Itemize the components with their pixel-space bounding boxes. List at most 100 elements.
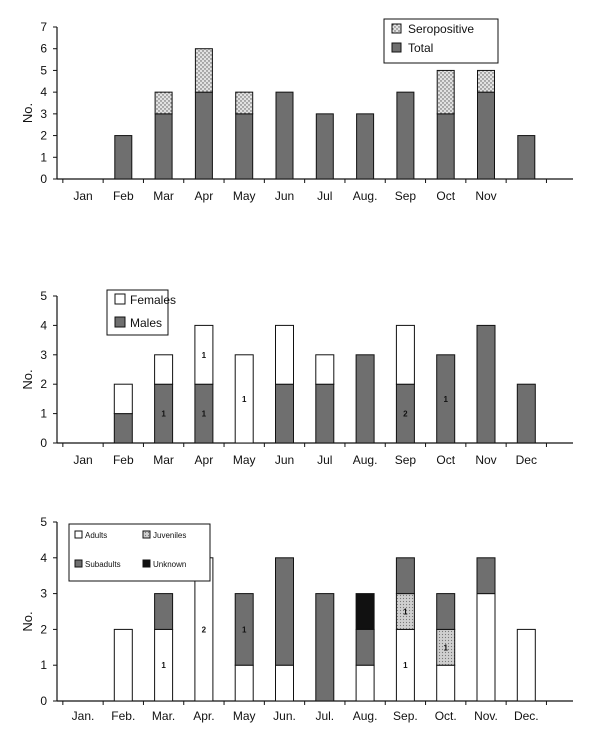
bar-subadults-jun bbox=[275, 557, 294, 666]
bar-subadults-oct bbox=[436, 593, 456, 630]
bar-total-col11 bbox=[517, 135, 536, 180]
y-tick-label: 4 bbox=[40, 85, 47, 99]
bar-females-feb bbox=[113, 383, 133, 415]
x-tick-label-feb: Feb bbox=[113, 453, 134, 467]
y-tick-label: 5 bbox=[40, 289, 47, 303]
legend-label-adults: Adults bbox=[85, 531, 107, 540]
x-tick-label-oct: Oct. bbox=[435, 709, 457, 723]
bar-subadults-mar bbox=[154, 593, 174, 630]
y-tick-label: 0 bbox=[40, 436, 47, 450]
x-tick-label-jul: Jul bbox=[317, 453, 332, 467]
legend-swatch-adults bbox=[74, 530, 83, 539]
x-tick-label-nov: Nov. bbox=[474, 709, 498, 723]
bar-total-mar bbox=[154, 113, 173, 180]
x-tick-label-feb: Feb. bbox=[111, 709, 135, 723]
x-tick-label-may: May bbox=[233, 453, 256, 467]
chart-panel-age-class: 0 1 2 3 4 5 No. Jan. Feb. Mar. Apr. May Jun. Jul. Aug.… bbox=[20, 515, 573, 723]
bar-seropositive-apr bbox=[194, 48, 213, 93]
x-tick-label-feb: Feb bbox=[113, 189, 134, 203]
bar-seropositive-may bbox=[235, 91, 254, 115]
bar-total-oct bbox=[436, 113, 455, 180]
bar-females-jun bbox=[275, 324, 294, 385]
bar-adults-jun bbox=[275, 664, 294, 702]
y-tick-label: 1 bbox=[40, 407, 47, 421]
x-tick-label-jun: Jun bbox=[275, 189, 294, 203]
chart-panel-seropositive: 0 1 2 3 4 5 6 7 No. Jan Feb Mar Apr May Jun Jul Aug. Sep O… bbox=[20, 18, 573, 203]
x-tick-label-sep: Sep bbox=[395, 189, 417, 203]
x-tick-label-sep: Sep. bbox=[393, 709, 418, 723]
legend-swatch-subadults bbox=[74, 559, 83, 568]
y-tick-label: 7 bbox=[40, 20, 47, 34]
bar-data-label: 1 bbox=[443, 643, 448, 652]
bar-females-apr bbox=[194, 324, 214, 385]
bar-females-mar bbox=[154, 354, 174, 385]
bar-males-jul bbox=[315, 383, 335, 444]
y-tick-label: 2 bbox=[40, 622, 47, 636]
bar-data-label: 1 bbox=[161, 661, 166, 670]
legend-box bbox=[68, 523, 211, 582]
bar-males-aug bbox=[355, 354, 375, 444]
x-tick-label-mar: Mar bbox=[153, 189, 174, 203]
bar-males-feb bbox=[113, 413, 133, 444]
bar-data-label: 2 bbox=[403, 410, 408, 419]
bar-unknown-aug bbox=[355, 593, 375, 630]
legend-swatch-males bbox=[114, 316, 126, 328]
x-tick-label-jun: Jun. bbox=[273, 709, 296, 723]
bar-data-label: 1 bbox=[403, 661, 408, 670]
bar-total-may bbox=[235, 113, 254, 180]
legend-label-unknown: Unknown bbox=[153, 560, 186, 569]
x-tick-label-jul: Jul bbox=[317, 189, 332, 203]
y-tick-label: 0 bbox=[40, 694, 47, 708]
bar-data-label: 1 bbox=[443, 395, 448, 404]
x-tick-label-apr: Apr bbox=[195, 189, 214, 203]
bar-males-jun bbox=[275, 383, 294, 444]
bar-subadults-nov bbox=[476, 557, 496, 595]
bar-seropositive-nov bbox=[477, 69, 495, 93]
x-tick-label-dec: Dec bbox=[516, 453, 537, 467]
y-axis-label: No. bbox=[20, 611, 35, 631]
x-tick-label-jan: Jan. bbox=[72, 709, 95, 723]
y-tick-label: 6 bbox=[40, 42, 47, 56]
x-tick-label-dec: Dec. bbox=[514, 709, 539, 723]
x-tick-label-oct: Oct bbox=[436, 453, 455, 467]
legend: Adults Juveniles Subadults Unknown bbox=[68, 523, 211, 582]
x-tick-label-apr: Apr. bbox=[193, 709, 214, 723]
bar-total-jul bbox=[315, 113, 334, 180]
y-tick-label: 2 bbox=[40, 129, 47, 143]
bar-adults-aug bbox=[355, 664, 375, 702]
x-tick-label-mar: Mar bbox=[153, 453, 174, 467]
legend-label-seropositive: Seropositive bbox=[408, 22, 474, 36]
bar-seropositive-mar bbox=[154, 91, 173, 115]
x-tick-label-jun: Jun bbox=[275, 453, 294, 467]
y-tick-label: 5 bbox=[40, 63, 47, 77]
legend-label-total: Total bbox=[408, 41, 433, 55]
bar-data-label: 1 bbox=[403, 608, 408, 617]
y-tick-label: 1 bbox=[40, 150, 47, 164]
legend-swatch-total bbox=[391, 42, 402, 53]
y-tick-label: 4 bbox=[40, 551, 47, 565]
bar-adults-may bbox=[234, 664, 254, 702]
x-tick-label-jan: Jan bbox=[73, 453, 92, 467]
bar-subadults-may bbox=[234, 593, 254, 666]
y-tick-label: 2 bbox=[40, 377, 47, 391]
bar-adults-dec bbox=[516, 628, 536, 702]
bar-data-label: 1 bbox=[242, 625, 247, 634]
bar-total-jun bbox=[275, 91, 294, 180]
x-tick-label-nov: Nov bbox=[475, 453, 496, 467]
legend-swatch-juveniles bbox=[142, 530, 151, 539]
bar-total-sep bbox=[396, 91, 415, 180]
x-tick-label-jan: Jan bbox=[73, 189, 92, 203]
bar-subadults-sep bbox=[395, 557, 415, 595]
legend-label-males: Males bbox=[130, 316, 162, 330]
y-tick-label: 3 bbox=[40, 107, 47, 121]
bar-data-label: 1 bbox=[161, 410, 166, 419]
legend: Females Males bbox=[106, 289, 176, 336]
x-tick-label-oct: Oct bbox=[436, 189, 455, 203]
y-tick-label: 3 bbox=[40, 348, 47, 362]
bar-data-label: 1 bbox=[242, 395, 247, 404]
x-tick-label-may: May bbox=[233, 709, 256, 723]
legend-box bbox=[383, 18, 499, 64]
legend-swatch-unknown bbox=[142, 559, 151, 568]
legend-swatch-seropositive bbox=[391, 23, 402, 34]
